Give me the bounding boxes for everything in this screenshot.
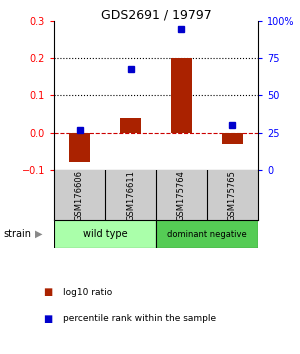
Title: GDS2691 / 19797: GDS2691 / 19797 [100,8,212,21]
Text: ▶: ▶ [35,229,43,239]
Bar [156,221,258,248]
Text: GSM175764: GSM175764 [177,170,186,221]
Bar [171,58,192,132]
Text: GSM175765: GSM175765 [228,170,237,221]
Bar [54,221,156,248]
Text: ■: ■ [44,287,52,297]
Bar [222,132,243,144]
Bar [120,118,141,132]
Text: dominant negative: dominant negative [167,230,247,239]
Text: percentile rank within the sample: percentile rank within the sample [63,314,216,323]
Text: ■: ■ [44,314,52,324]
Bar [69,132,90,162]
Text: log10 ratio: log10 ratio [63,287,112,297]
Text: wild type: wild type [83,229,127,239]
Text: GSM176611: GSM176611 [126,170,135,221]
Text: strain: strain [3,229,31,239]
Text: GSM176606: GSM176606 [75,170,84,221]
